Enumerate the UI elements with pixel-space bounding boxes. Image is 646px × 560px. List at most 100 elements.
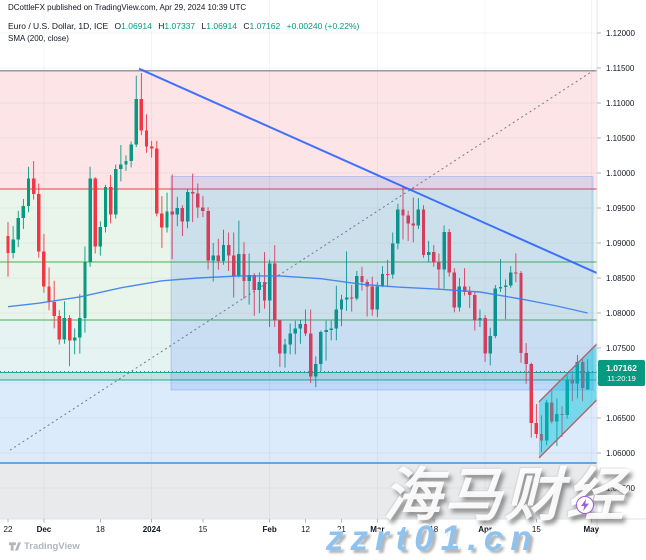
candle — [334, 309, 339, 329]
price-tick-label: 1.08000 — [606, 309, 635, 318]
candle — [129, 144, 133, 162]
rising-channel[interactable] — [539, 343, 597, 458]
candle — [550, 402, 554, 422]
candle — [11, 239, 15, 253]
candle — [570, 379, 574, 384]
candle — [370, 286, 374, 310]
candle — [462, 286, 467, 292]
price-tick-label: 1.05500 — [606, 484, 635, 493]
candle — [175, 208, 179, 215]
candle — [62, 317, 67, 340]
channel-bottom-border — [538, 399, 598, 459]
level-lines[interactable] — [0, 70, 597, 464]
candle — [288, 333, 292, 345]
candle — [237, 254, 241, 276]
sma-200-line[interactable] — [7, 275, 588, 314]
descending-trendline[interactable] — [138, 67, 598, 275]
candle — [324, 329, 328, 332]
candle — [47, 286, 51, 302]
candle — [437, 262, 441, 270]
candle — [560, 413, 564, 416]
time-tick-label: Apr — [478, 525, 492, 534]
projection-box[interactable] — [170, 176, 594, 391]
candle — [221, 245, 226, 262]
candle — [473, 294, 477, 321]
candle — [314, 364, 318, 377]
candle — [37, 194, 41, 252]
candle — [119, 164, 123, 169]
last-price-value: 1.07162 — [606, 363, 637, 373]
candle — [539, 434, 544, 441]
zone-value-green — [0, 189, 597, 320]
close-value: 1.07162 — [249, 21, 281, 31]
price-chart-svg[interactable]: 1.12000 1.11500 1.11000 1.10500 1.10000 1.095… — [0, 0, 646, 537]
candle — [555, 413, 559, 422]
time-tick-label: 21 — [337, 525, 346, 534]
candle — [247, 275, 251, 281]
candle — [26, 178, 31, 206]
price-tick-label: 1.12000 — [606, 29, 635, 38]
candle — [339, 299, 344, 310]
price-axis[interactable]: 1.12000 1.11500 1.11000 1.10500 1.10000 1.095… — [597, 29, 635, 493]
axis-separators — [0, 0, 646, 537]
candle — [483, 317, 487, 354]
change-value: +0.00240 (+0.22%) — [286, 21, 360, 31]
flash-badge-icon[interactable] — [576, 496, 594, 514]
last-price-label: 1.07162 11:20:19 — [598, 360, 645, 386]
channel-top-border — [538, 343, 598, 403]
candle — [396, 209, 400, 244]
open-label: O — [114, 21, 122, 31]
candle — [534, 422, 539, 435]
candle — [468, 292, 472, 295]
candle — [529, 364, 533, 423]
candle — [170, 211, 174, 215]
candle — [524, 352, 528, 365]
time-tick-label: 18 — [96, 525, 105, 534]
candle — [498, 287, 503, 289]
time-tick-label: Dec — [37, 525, 52, 534]
candle — [196, 193, 200, 208]
candle — [242, 254, 246, 281]
price-tick-label: 1.10000 — [606, 169, 635, 178]
candle — [144, 130, 149, 147]
bar-countdown: 11:20:19 — [607, 373, 636, 383]
candle — [226, 245, 231, 256]
price-tick-label: 1.08500 — [606, 274, 635, 283]
symbol-title: Euro / U.S. Dollar, 1D, ICE — [8, 21, 109, 31]
candle — [21, 205, 26, 218]
low-label: L — [201, 21, 207, 31]
time-tick-label: 15 — [198, 525, 207, 534]
candle — [355, 275, 359, 299]
candle — [293, 328, 297, 334]
candle — [575, 362, 580, 384]
candle — [180, 208, 185, 222]
candle — [139, 98, 144, 131]
candle — [421, 209, 426, 255]
candle — [273, 263, 277, 321]
symbol-legend[interactable]: Euro / U.S. Dollar, 1D, ICE O1.06914 H1.… — [8, 21, 359, 31]
price-tick-label: 1.11000 — [606, 99, 635, 108]
zone-teal-strip — [0, 372, 597, 381]
price-tick-label: 1.09000 — [606, 239, 635, 248]
time-axis[interactable]: 22 Dec 18 2024 15 Feb 12 21 Mar 18 Apr 15 May — [4, 519, 600, 534]
candle — [52, 301, 56, 316]
candles[interactable] — [6, 72, 590, 453]
candle — [544, 402, 549, 441]
price-tick-label: 1.10500 — [606, 134, 635, 143]
zone-value-teal — [0, 320, 597, 373]
indicator-legend-sma[interactable]: SMA (200, close) — [8, 34, 69, 43]
price-tick-label: 1.06500 — [606, 414, 635, 423]
time-tick-label: Feb — [263, 525, 277, 534]
candle — [206, 210, 210, 261]
ascending-dashed-trendline[interactable] — [9, 70, 594, 451]
zone-resistance-pink — [0, 70, 597, 190]
candle — [514, 272, 518, 274]
time-tick-label: 2024 — [143, 525, 161, 534]
tradingview-logo[interactable]: TradingView — [8, 540, 80, 553]
candle — [257, 282, 262, 290]
time-tick-label: 18 — [429, 525, 438, 534]
chart-canvas[interactable]: 1.12000 1.11500 1.11000 1.10500 1.10000 1.095… — [0, 0, 646, 537]
candle — [385, 273, 390, 275]
candle — [124, 161, 128, 165]
candle — [509, 272, 513, 286]
